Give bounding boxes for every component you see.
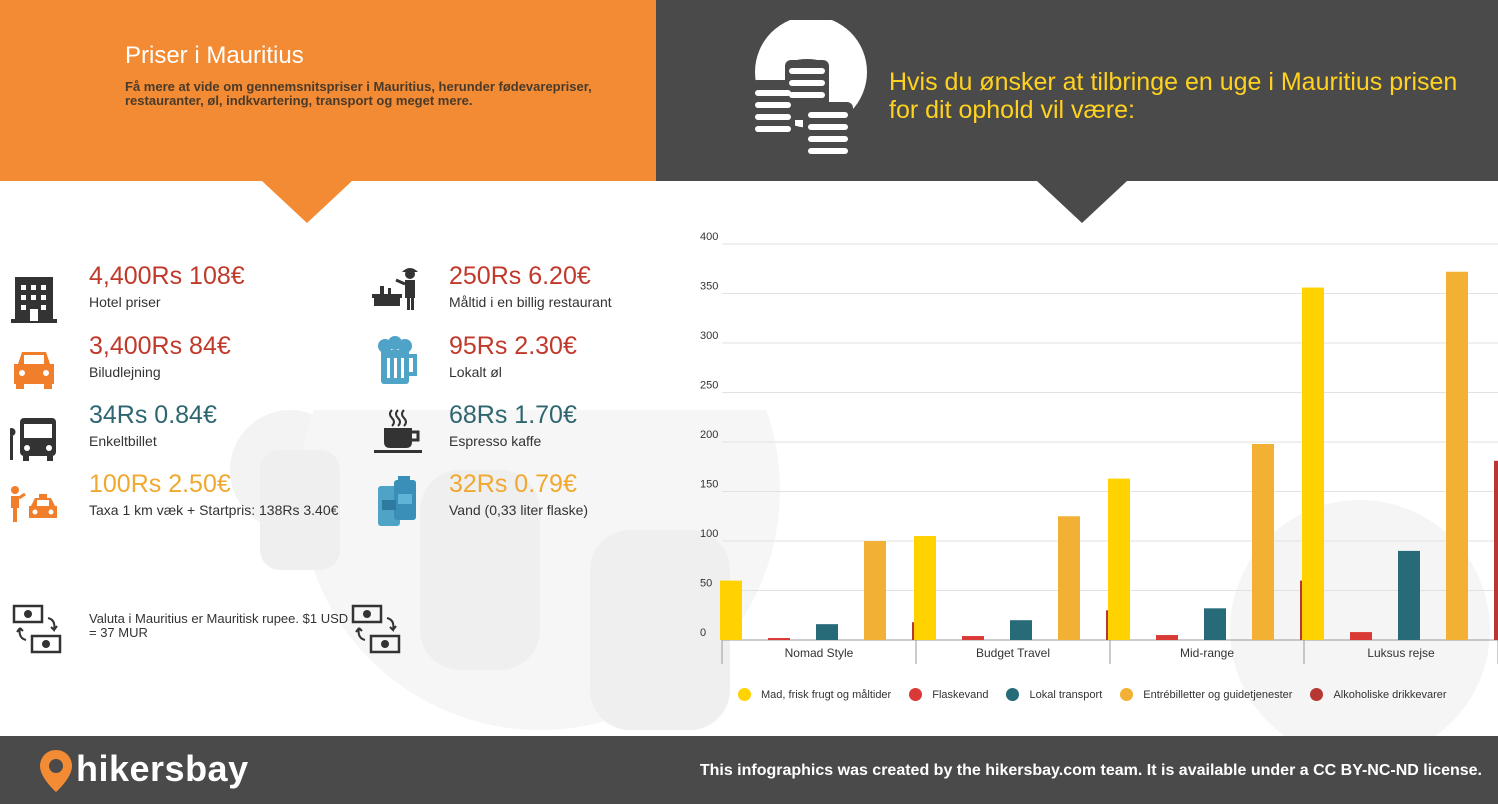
- bar: [1494, 460, 1498, 640]
- price-label: Vand (0,33 liter flaske): [449, 502, 589, 518]
- y-tick-label: 100: [700, 528, 718, 540]
- beer-icon: [378, 336, 417, 384]
- price-label: Hotel priser: [89, 294, 161, 310]
- bar: [720, 580, 742, 640]
- price-value: 100Rs 2.50€: [89, 470, 231, 498]
- bus-icon: [10, 418, 56, 461]
- coins-stack-icon: [751, 20, 867, 168]
- header-right-notch: [1037, 181, 1127, 223]
- stay-cost-bar-chart: 0 50 100 150 200 250 300 350 400 Nomad Style Budge…: [700, 232, 1498, 664]
- x-tick-label: Mid-range: [1180, 646, 1234, 660]
- y-tick-label: 400: [700, 232, 718, 243]
- restaurant-icon: [372, 268, 418, 310]
- price-value: 32Rs 0.79€: [449, 470, 577, 498]
- page-title: Priser i Mauritius: [125, 42, 304, 69]
- price-value: 3,400Rs 84€: [89, 332, 231, 360]
- bar: [1446, 271, 1468, 640]
- price-label: Enkeltbillet: [89, 433, 157, 449]
- price-item-restaurant: 250Rs 6.20€ Måltid i en billig restauran…: [449, 262, 612, 310]
- coffee-icon: [374, 409, 422, 453]
- background-coins-decoration: [230, 410, 780, 730]
- x-tick-label: Nomad Style: [785, 646, 854, 660]
- legend-label: Mad, frisk frugt og måltider: [761, 688, 892, 701]
- bar: [1350, 632, 1372, 640]
- y-tick-label: 50: [700, 578, 712, 590]
- bar: [1010, 620, 1032, 640]
- license-note: This infographics was created by the hik…: [699, 762, 1482, 779]
- legend-label: Entrébilletter og guidetjenester: [1143, 688, 1293, 701]
- price-value: 250Rs 6.20€: [449, 262, 591, 290]
- bar: [1252, 443, 1274, 640]
- price-item-coffee: 68Rs 1.70€ Espresso kaffe: [449, 401, 577, 449]
- legend-item: Entrébilletter og guidetjenester: [1120, 688, 1292, 701]
- legend-item: Flaskevand: [909, 688, 988, 701]
- legend-label: Lokal transport: [1029, 688, 1103, 701]
- footer-bar: [0, 736, 1498, 804]
- x-tick-label: Luksus rejse: [1367, 646, 1435, 660]
- price-label: Espresso kaffe: [449, 433, 542, 449]
- price-label: Måltid i en billig restaurant: [449, 294, 612, 310]
- y-tick-label: 200: [700, 429, 718, 441]
- header-left-notch: [262, 181, 352, 223]
- y-tick-label: 0: [700, 627, 706, 639]
- legend-label: Flaskevand: [932, 688, 989, 701]
- stay-cost-heading: Hvis du ønsker at tilbringe en uge i Mau…: [889, 68, 1458, 124]
- bar: [1204, 608, 1226, 640]
- chart-legend: Mad, frisk frugt og måltider Flaskevand Lo…: [738, 688, 1465, 701]
- legend-swatch: [738, 688, 751, 701]
- bar: [1398, 550, 1420, 640]
- legend-swatch: [909, 688, 923, 701]
- legend-item: Alkoholiske drikkevarer: [1310, 688, 1447, 701]
- price-label: Taxa 1 km væk + Startpris: 138Rs 3.40€: [89, 502, 339, 518]
- legend-item: Lokal transport: [1006, 688, 1102, 701]
- water-icon: [378, 476, 416, 526]
- legend-label: Alkoholiske drikkevarer: [1333, 688, 1447, 701]
- background-coin-right-decoration: [1230, 500, 1490, 736]
- bar: [962, 636, 984, 640]
- bar: [1058, 516, 1080, 640]
- brand-logo: hikersbay: [76, 748, 249, 789]
- car-icon: [14, 352, 54, 389]
- y-tick-label: 350: [700, 281, 718, 293]
- price-value: 4,400Rs 108€: [89, 262, 245, 290]
- legend-swatch: [1310, 688, 1324, 701]
- price-item-water: 32Rs 0.79€ Vand (0,33 liter flaske): [449, 470, 588, 518]
- bar: [816, 624, 838, 640]
- x-tick-label: Budget Travel: [976, 646, 1050, 660]
- legend-swatch: [1006, 688, 1020, 701]
- hotel-icon: [11, 277, 57, 323]
- price-value: 68Rs 1.70€: [449, 401, 577, 429]
- y-tick-label: 150: [700, 479, 718, 491]
- taxi-icon: [11, 486, 57, 522]
- bar: [864, 541, 886, 640]
- bar: [1108, 478, 1130, 640]
- price-item-bus: 34Rs 0.84€ Enkeltbillet: [89, 401, 217, 449]
- page-subtitle: Få mere at vide om gennemsnitspriser i M…: [125, 79, 592, 108]
- legend-item: Mad, frisk frugt og måltider: [738, 688, 891, 701]
- legend-swatch: [1120, 688, 1134, 701]
- map-pin-icon: [40, 750, 72, 792]
- price-value: 34Rs 0.84€: [89, 401, 217, 429]
- currency-exchange-icon: [351, 604, 401, 654]
- price-item-car: 3,400Rs 84€ Biludlejning: [89, 332, 231, 380]
- bar: [768, 638, 790, 640]
- bar: [1302, 287, 1324, 640]
- price-value: 95Rs 2.30€: [449, 332, 577, 360]
- price-item-taxi: 100Rs 2.50€ Taxa 1 km væk + Startpris: 1…: [89, 470, 338, 518]
- y-tick-label: 250: [700, 380, 718, 392]
- bar: [1156, 635, 1178, 640]
- price-item-hotel: 4,400Rs 108€ Hotel priser: [89, 262, 245, 310]
- price-label: Lokalt øl: [449, 364, 502, 380]
- bar: [914, 536, 936, 640]
- currency-exchange-icon: [12, 604, 62, 654]
- header-left-panel: [0, 0, 656, 181]
- price-label: Biludlejning: [89, 364, 161, 380]
- currency-note: Valuta i Mauritius er Mauritisk rupee. $…: [89, 611, 349, 640]
- price-item-beer: 95Rs 2.30€ Lokalt øl: [449, 332, 577, 380]
- y-tick-label: 300: [700, 330, 718, 342]
